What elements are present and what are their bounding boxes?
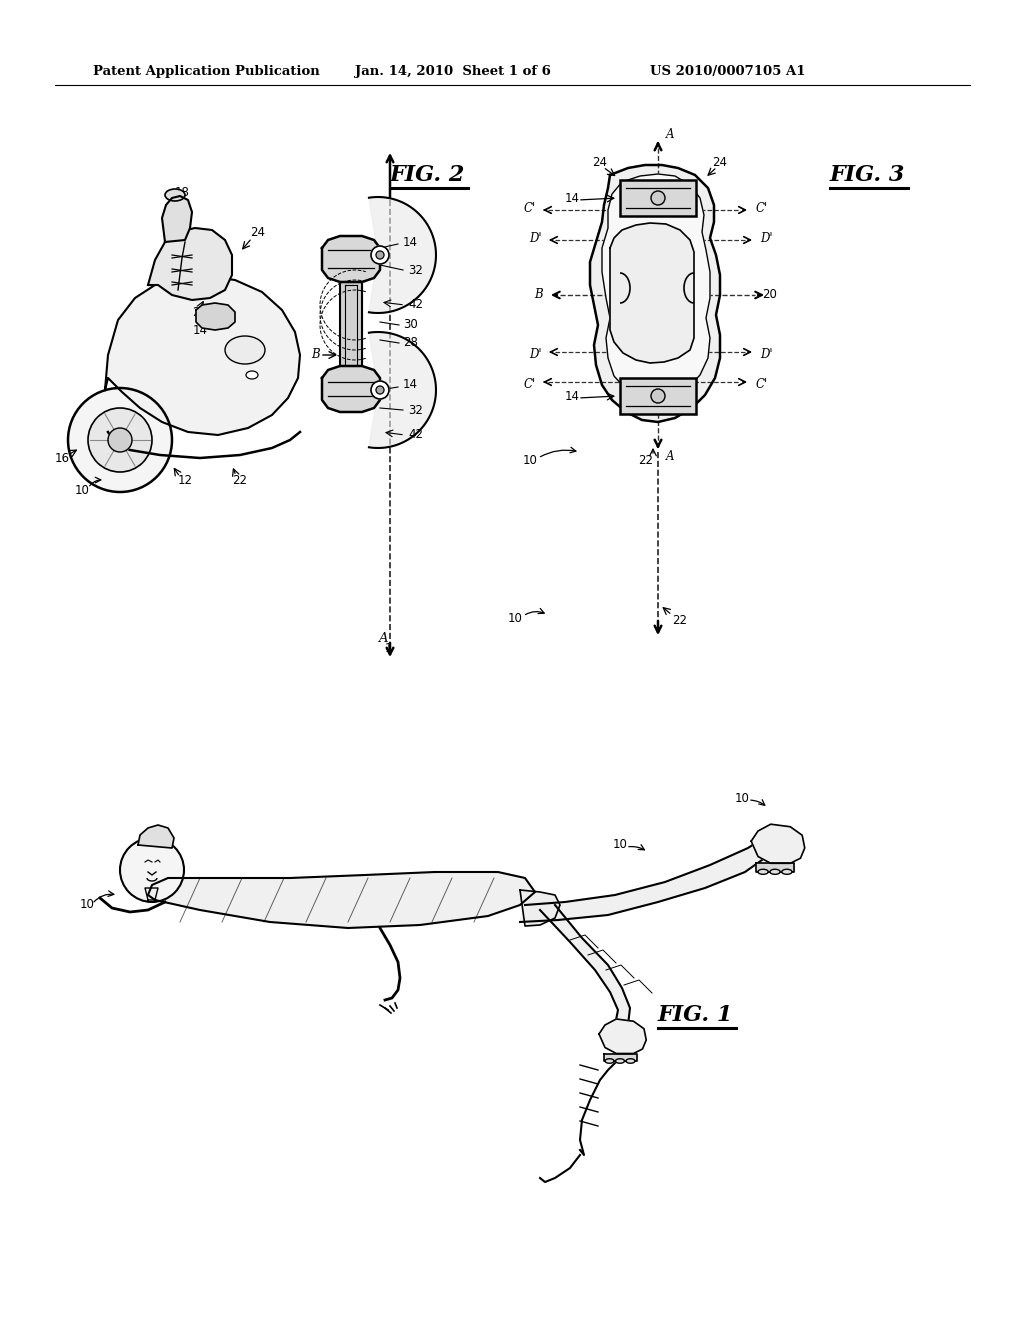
Ellipse shape [246,371,258,379]
Polygon shape [599,1019,646,1053]
Text: 10: 10 [80,899,94,912]
Ellipse shape [770,870,780,874]
Polygon shape [610,223,694,363]
Ellipse shape [758,870,768,874]
Text: 12: 12 [177,474,193,487]
Text: 22: 22 [638,454,653,466]
Text: Patent Application Publication: Patent Application Publication [93,66,319,78]
Polygon shape [540,906,630,1032]
Text: 28: 28 [403,337,418,350]
Polygon shape [752,824,805,863]
Text: 14: 14 [403,236,418,249]
Text: 42: 42 [408,298,423,312]
Polygon shape [148,873,535,928]
Ellipse shape [615,1059,625,1063]
Polygon shape [162,195,193,242]
Text: C': C' [523,202,536,214]
Text: 14: 14 [564,389,580,403]
Ellipse shape [225,337,265,364]
Text: 30: 30 [403,318,418,331]
FancyBboxPatch shape [620,378,696,414]
Text: FIG. 3: FIG. 3 [830,164,905,186]
Text: FIG. 1: FIG. 1 [658,1005,733,1026]
Polygon shape [105,276,300,436]
Text: D': D' [529,231,542,244]
Circle shape [120,838,184,902]
Text: 14: 14 [403,379,418,392]
Text: 22: 22 [232,474,248,487]
Polygon shape [369,197,436,313]
Polygon shape [520,836,768,921]
Text: 10: 10 [522,454,538,466]
FancyBboxPatch shape [620,180,696,216]
Text: 1: 1 [384,642,392,655]
Text: 30: 30 [638,284,652,297]
Circle shape [651,191,665,205]
Text: D': D' [760,231,773,244]
Text: B: B [310,348,319,362]
Text: 18: 18 [174,186,189,198]
Text: 24: 24 [251,226,265,239]
Polygon shape [148,228,232,300]
Text: 10: 10 [508,611,522,624]
Text: 14: 14 [193,323,208,337]
Circle shape [376,385,384,393]
Text: 24: 24 [713,156,727,169]
Text: C': C' [756,378,768,391]
Text: 32: 32 [610,301,626,314]
Polygon shape [340,282,362,378]
Text: Jan. 14, 2010  Sheet 1 of 6: Jan. 14, 2010 Sheet 1 of 6 [355,66,551,78]
Ellipse shape [781,870,792,874]
Text: 16: 16 [54,451,70,465]
Text: US 2010/0007105 A1: US 2010/0007105 A1 [650,66,806,78]
Polygon shape [757,863,794,871]
Text: A: A [666,450,675,462]
Circle shape [88,408,152,473]
Text: C': C' [523,378,536,391]
Text: A: A [378,631,388,644]
Polygon shape [145,888,158,900]
Polygon shape [369,333,436,447]
Text: B: B [535,289,543,301]
Polygon shape [603,1053,637,1061]
Circle shape [376,251,384,259]
Text: A: A [666,128,675,141]
Ellipse shape [165,189,185,201]
Text: C: C [663,253,672,267]
Text: 14: 14 [564,191,580,205]
Text: 42: 42 [408,429,423,441]
Text: 22: 22 [673,614,687,627]
Text: C': C' [756,202,768,214]
Text: 28: 28 [616,284,632,297]
Text: C: C [663,329,672,342]
Circle shape [108,428,132,451]
Polygon shape [520,890,560,927]
Ellipse shape [626,1059,635,1063]
Polygon shape [322,366,380,412]
Polygon shape [602,174,710,399]
Text: 24: 24 [593,156,607,169]
Circle shape [651,389,665,403]
Text: 20: 20 [762,289,777,301]
Text: 10: 10 [734,792,750,804]
Polygon shape [322,236,380,282]
Text: FIG. 2: FIG. 2 [390,164,465,186]
Text: D': D' [760,347,773,360]
Text: 32: 32 [408,264,423,276]
Text: 10: 10 [612,838,628,851]
Text: D': D' [529,347,542,360]
Text: 20: 20 [193,305,208,318]
Circle shape [371,246,389,264]
Text: 32: 32 [408,404,423,417]
Circle shape [68,388,172,492]
Text: 10: 10 [75,483,89,496]
Ellipse shape [605,1059,614,1063]
Polygon shape [138,825,174,847]
Polygon shape [590,165,720,422]
Circle shape [371,381,389,399]
Polygon shape [196,304,234,330]
